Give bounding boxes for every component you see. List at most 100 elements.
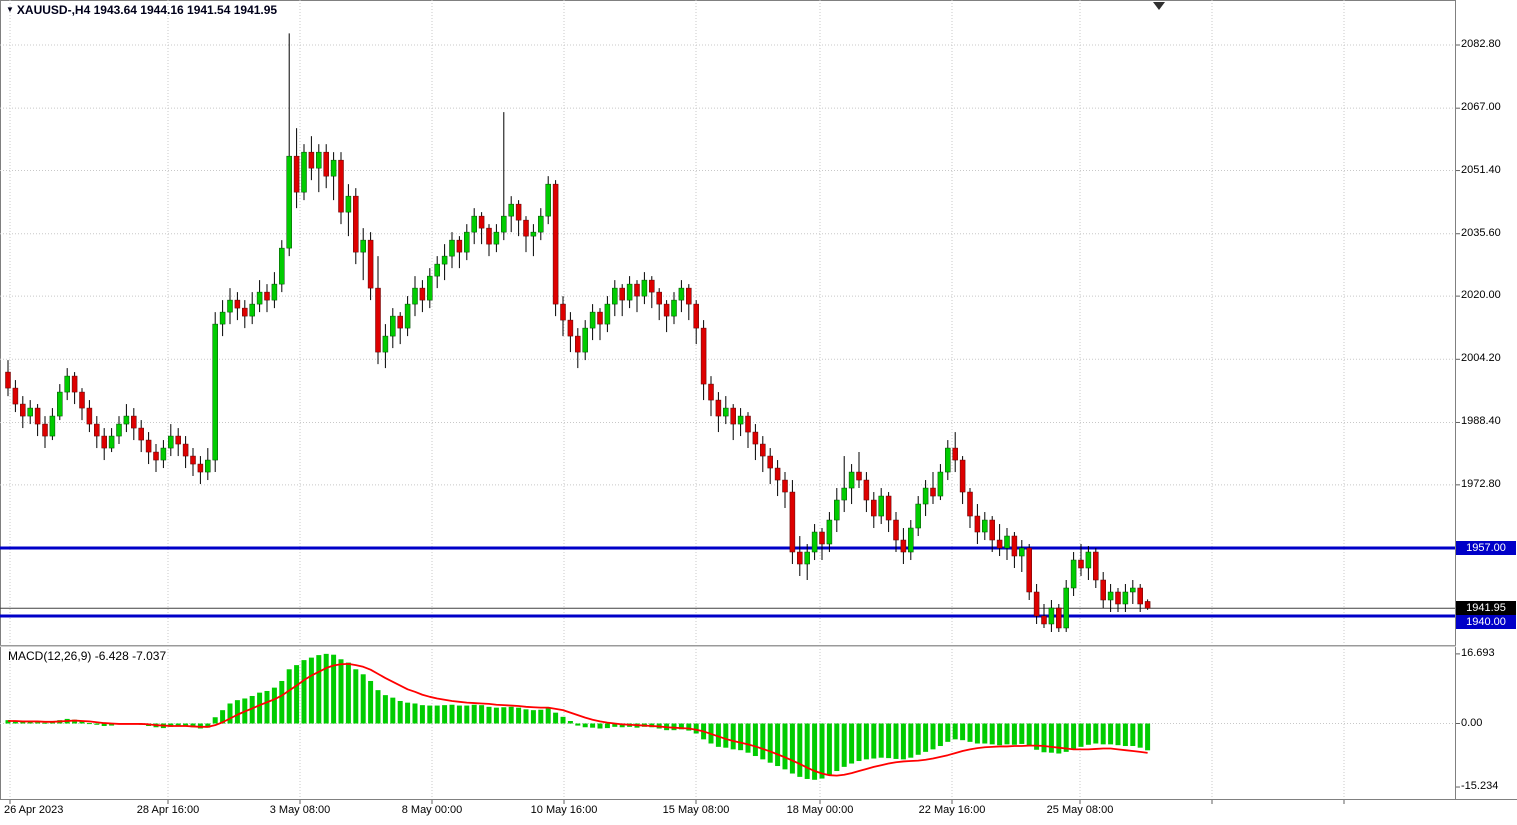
candle-body [345,195,352,213]
macd-bar [982,723,988,744]
candle-body [856,471,862,481]
macd-bar [619,723,625,728]
candle-body [804,551,810,565]
candle-body [79,391,85,409]
macd-bar [1056,723,1062,754]
candle-body [686,287,692,305]
macd-bar [412,703,418,724]
candle-body [264,291,270,301]
candle-body [353,195,359,253]
candle-body [234,299,241,309]
candle-body [404,303,411,329]
macd-bar [560,716,566,724]
macd-bar [419,705,425,724]
pane-divider[interactable] [0,645,1456,647]
macd-bar [405,702,411,724]
candle-body [123,415,130,425]
macd-bar [42,722,48,724]
candle-body [1011,535,1018,557]
candle-body [774,467,781,481]
macd-bar [893,723,899,759]
candle-body [700,327,707,385]
macd-bar [1026,723,1032,747]
grid [0,0,1460,804]
macd-bar [20,721,26,724]
candle-body [5,371,11,389]
macd-bar [183,723,189,727]
candle-body [871,499,877,517]
candle-body [108,435,115,449]
chart-shift-marker-icon[interactable] [1153,2,1165,10]
candle-body [1063,587,1069,629]
macd-bar [1071,723,1077,749]
macd-bar [789,723,795,774]
candle-body [908,527,914,553]
candle-body [330,159,337,177]
candle-body [959,459,966,493]
candle-body [1033,591,1040,617]
macd-bar [930,723,936,750]
macd-bar [227,703,233,724]
macd-bar [234,700,240,724]
candles-group [5,33,1151,632]
candle-body [663,303,670,317]
macd-bar [382,695,388,724]
macd-bar [693,723,699,734]
candle-body [101,435,107,449]
macd-bar [952,723,958,740]
candle-body [227,299,233,313]
candle-body [885,495,892,521]
candle-body [486,227,492,245]
macd-bar [257,692,263,724]
macd-bar [1115,723,1121,746]
macd-bar [471,704,477,724]
price-axis[interactable] [1455,0,1517,799]
macd-bar [908,723,914,758]
candle-body [1026,547,1032,593]
candle-body [256,291,263,305]
candle-body [678,287,685,301]
candle-body [64,375,70,393]
macd-bar [27,721,33,724]
macd-bar [900,723,906,760]
candle-body [271,283,278,301]
candle-body [982,519,988,533]
candle-body [478,215,485,229]
candle-body [760,443,766,457]
candle-body [826,519,833,545]
macd-bar [575,723,581,726]
candle-body [552,183,559,305]
candle-body [1070,559,1077,589]
candle-body [1107,591,1114,601]
candle-body [612,287,618,305]
candle-body [360,239,366,253]
macd-bar [486,706,492,724]
macd-bar [523,709,529,724]
candle-body [848,471,855,489]
macd-bar [760,723,766,760]
macd-bar [316,655,322,724]
macd-bar [1063,723,1069,752]
macd-bar [923,723,929,752]
candle-body [1085,551,1092,569]
macd-bar [1145,723,1151,751]
candle-body [626,283,633,301]
macd-bar [878,723,884,758]
candle-body [49,415,56,437]
candle-body [767,455,773,469]
candle-body [582,327,588,353]
macd-bar [915,723,921,755]
candle-body [737,415,744,425]
macd-bar [212,717,218,724]
macd-bar [945,723,951,742]
macd-bar [597,723,603,729]
time-axis[interactable] [0,799,1517,825]
horizontal-level-lines[interactable] [0,546,1455,618]
symbol-dropdown-icon[interactable]: ▼ [6,5,14,14]
macd-bar [612,723,618,727]
macd-bar [508,706,514,724]
candle-body [338,159,344,213]
macd-bar [1034,723,1040,750]
macd-bar [516,707,522,724]
